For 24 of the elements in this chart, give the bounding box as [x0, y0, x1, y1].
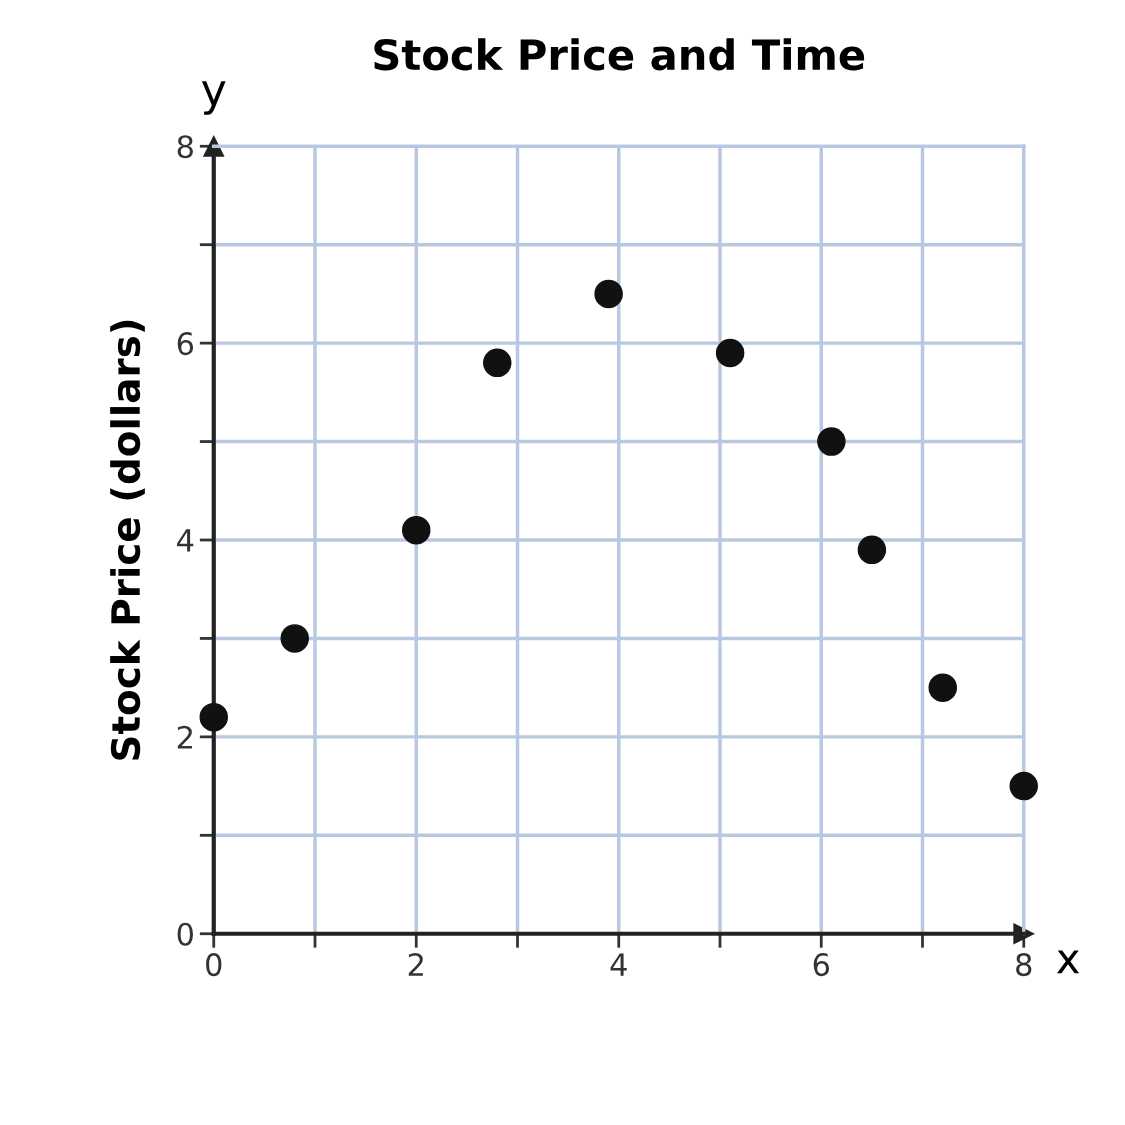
y-tick-label: 2 — [177, 725, 192, 749]
chart-title: Stock Price and Time — [374, 38, 865, 71]
point — [1009, 771, 1038, 801]
x-tick-label: 6 — [813, 953, 830, 977]
point — [715, 338, 745, 368]
y-tick-label: 8 — [177, 135, 193, 159]
y-tick-label: 4 — [177, 529, 194, 552]
y-tick-label: 6 — [177, 332, 194, 356]
point — [402, 515, 431, 545]
point — [594, 279, 623, 309]
point — [483, 348, 512, 378]
point — [857, 535, 887, 565]
x-tick-label: 8 — [1016, 953, 1032, 977]
x-tick-label: 0 — [206, 953, 222, 977]
text: y — [201, 81, 226, 115]
y-axis-title: Stock Price (dollars) — [110, 320, 145, 760]
point — [928, 673, 957, 702]
y-tick-label: 0 — [177, 922, 193, 946]
x-tick-label: 4 — [610, 953, 627, 976]
x-axis-title: x — [1056, 950, 1080, 974]
point — [199, 702, 228, 732]
point — [817, 427, 846, 456]
point — [280, 624, 309, 653]
x-tick-label: 2 — [408, 953, 423, 976]
